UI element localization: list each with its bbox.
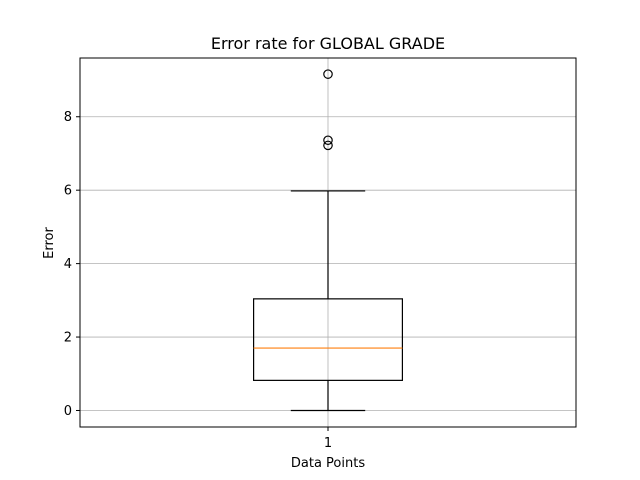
outlier-point (323, 69, 333, 79)
y-tick-label: 8 (64, 110, 72, 125)
y-tick-label: 6 (64, 184, 72, 199)
iqr-box (253, 298, 404, 381)
x-axis-ticks: 1 (324, 427, 332, 451)
x-axis-label: Data Points (291, 456, 365, 471)
y-tick-label: 2 (64, 331, 72, 346)
y-axis-label: Error (42, 227, 57, 259)
box-series (253, 69, 404, 412)
y-tick-label: 4 (64, 257, 72, 272)
outlier-point (323, 135, 333, 146)
y-axis-ticks: 0 2 4 6 8 (64, 110, 80, 419)
y-tick-label: 0 (64, 404, 72, 419)
x-tick-label: 1 (324, 436, 332, 451)
outlier-point (323, 140, 333, 151)
data-layer (253, 69, 404, 412)
chart-title: Error rate for GLOBAL GRADE (211, 34, 445, 53)
